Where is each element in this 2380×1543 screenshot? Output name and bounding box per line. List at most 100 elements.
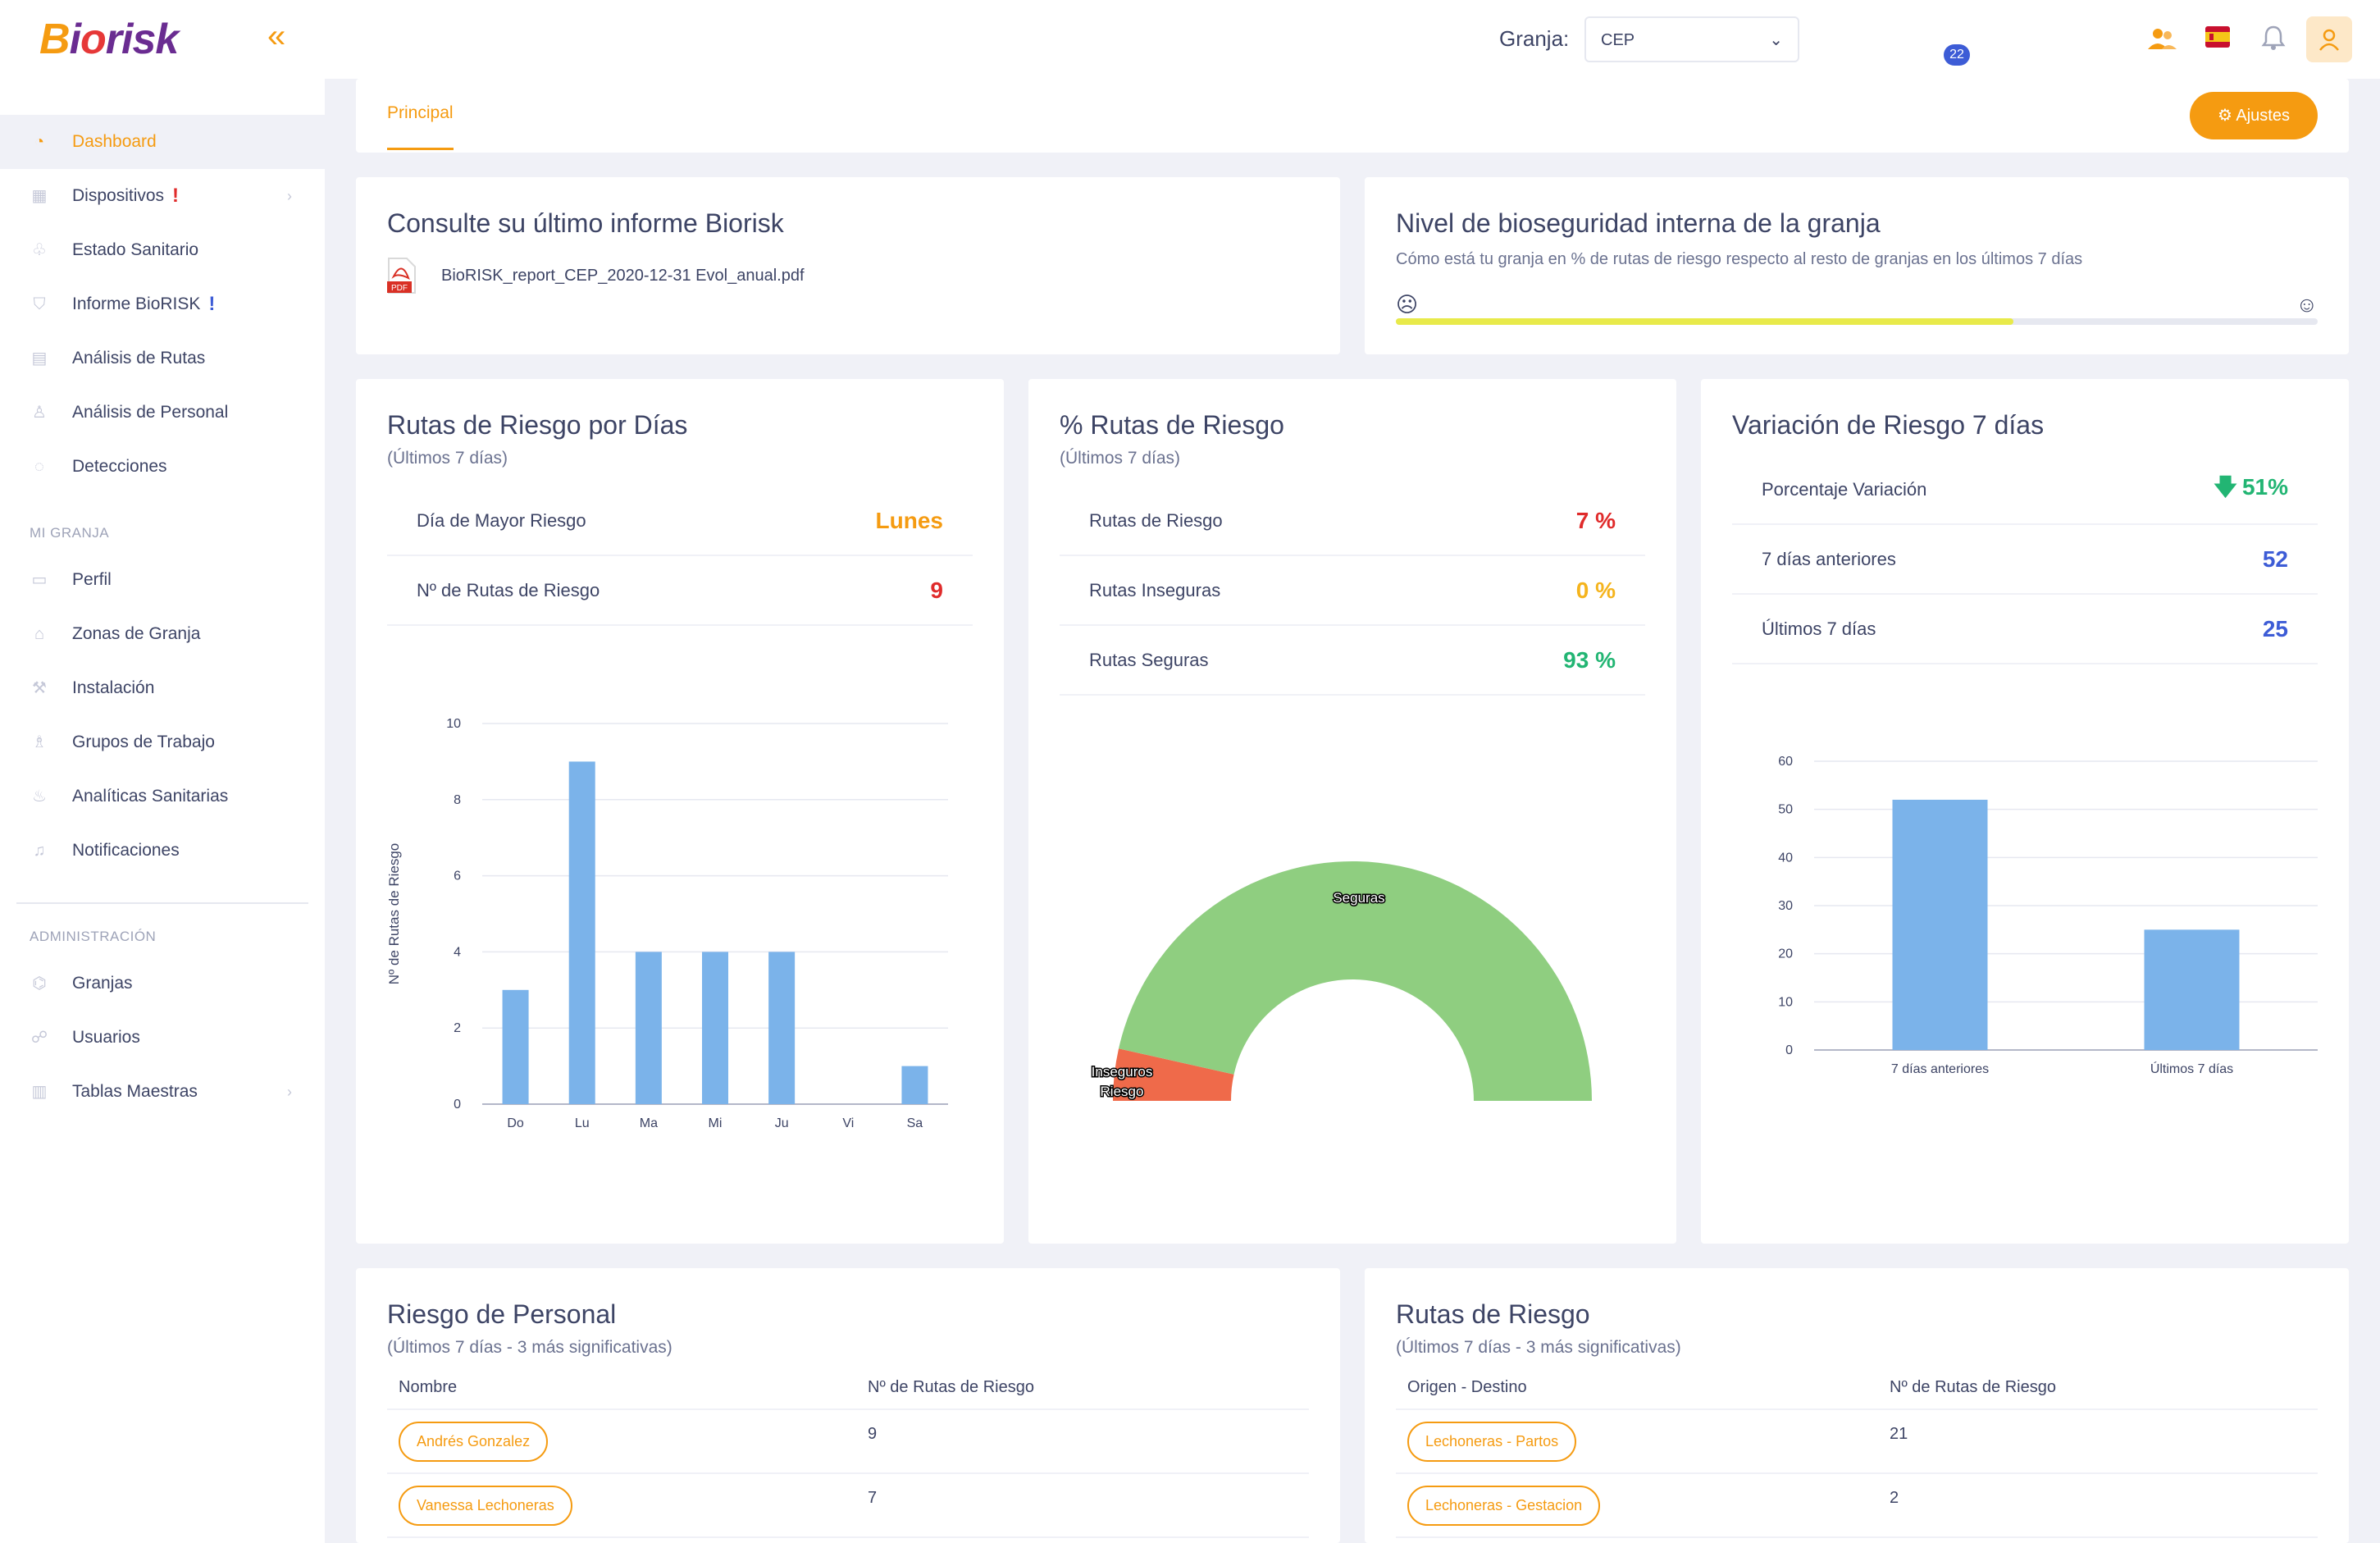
sidebar-item-análisis-de-rutas[interactable]: ▤ Análisis de Rutas <box>0 331 325 386</box>
variacion-stat-row: Porcentaje Variación 🡇 51% <box>1732 455 2318 525</box>
pct-rutas-stat-value: 0 % <box>1576 577 1616 604</box>
bell-icon: ♫ <box>33 842 46 860</box>
report-file-name: BioRISK_report_CEP_2020-12-31 Evol_anual… <box>441 266 805 285</box>
report-card: Consulte su último informe Biorisk PDF B… <box>356 177 1340 354</box>
granja-select-value: CEP <box>1601 31 1635 49</box>
y-tick-label: 10 <box>1778 995 1793 1009</box>
y-tick-label: 8 <box>454 793 461 807</box>
alert-icon: ! <box>172 185 180 207</box>
bar <box>502 989 529 1104</box>
sidebar-item-label: Notificaciones <box>72 841 180 860</box>
table-row: Lechoneras - Partos 21 <box>1396 1410 2318 1474</box>
personal-name-pill[interactable]: Andrés Gonzalez <box>399 1421 549 1462</box>
bar <box>1892 799 1988 1050</box>
sidebar-item-detecciones[interactable]: ◌ Detecciones <box>0 440 325 494</box>
bar <box>768 952 796 1104</box>
ruta-name-pill[interactable]: Lechoneras - Partos <box>1407 1421 1577 1462</box>
sidebar-item-estado-sanitario[interactable]: ♧ Estado Sanitario <box>0 223 325 277</box>
sidebar-item-label: Analíticas Sanitarias <box>72 787 229 806</box>
bell-icon[interactable] <box>2257 23 2290 56</box>
y-tick-label: 20 <box>1778 947 1793 961</box>
slice-label: Riesgo <box>1101 1084 1144 1099</box>
table-icon: ▥ <box>31 1083 48 1101</box>
personal-table-header: Nombre Nº de Rutas de Riesgo <box>387 1366 1309 1410</box>
rutas-dias-stat-value: Lunes <box>876 508 943 534</box>
health-icon: ♧ <box>32 241 47 259</box>
rutas-dias-card: Rutas de Riesgo por Días (Últimos 7 días… <box>356 379 1004 1244</box>
sidebar-item-label: Zonas de Granja <box>72 624 201 643</box>
y-tick-label: 50 <box>1778 803 1793 817</box>
pct-rutas-stat-row: Rutas Inseguras 0 % <box>1060 556 1645 626</box>
sidebar-item-label: Grupos de Trabajo <box>72 733 215 751</box>
rutas-dias-stat-row: Nº de Rutas de Riesgo 9 <box>387 556 973 626</box>
sidebar-item-análisis-de-personal[interactable]: ♙ Análisis de Personal <box>0 386 325 440</box>
pct-rutas-title: % Rutas de Riesgo <box>1060 410 1284 440</box>
granja-label: Granja: <box>1499 26 1570 51</box>
personal-name-pill[interactable]: Vanessa Lechoneras <box>399 1485 572 1526</box>
y-tick-label: 30 <box>1778 899 1793 913</box>
sidebar-item-tablas-maestras[interactable]: ▥ Tablas Maestras › <box>0 1065 325 1119</box>
sidebar-item-instalación[interactable]: ⚒ Instalación <box>0 661 325 715</box>
biosecurity-title: Nivel de bioseguridad interna de la gran… <box>1396 208 1881 238</box>
biosecurity-card: Nivel de bioseguridad interna de la gran… <box>1365 177 2349 354</box>
pct-rutas-stat-value-text: 7 % <box>1575 507 1616 533</box>
sidebar-item-usuarios[interactable]: ☍ Usuarios <box>0 1011 325 1065</box>
granja-select[interactable]: CEP ⌄ <box>1584 16 1799 62</box>
sidebar-item-label: Análisis de Rutas <box>72 349 206 367</box>
sidebar-item-grupos-de-trabajo[interactable]: ♗ Grupos de Trabajo <box>0 715 325 769</box>
x-tick-label: Ju <box>775 1116 789 1130</box>
sidebar-item-granjas[interactable]: ⌬ Granjas <box>0 956 325 1011</box>
sidebar-item-analíticas-sanitarias[interactable]: ♨ Analíticas Sanitarias <box>0 769 325 824</box>
pct-rutas-stat-value-text: 93 % <box>1563 646 1616 673</box>
dashboard-icon: ◔ <box>34 133 45 151</box>
users-icon[interactable] <box>2145 23 2178 56</box>
people-icon: ♙ <box>32 404 47 422</box>
sidebar-item-informe-biorisk[interactable]: ⛉ Informe BioRISK! <box>0 277 325 331</box>
report-file-link[interactable]: PDF BioRISK_report_CEP_2020-12-31 Evol_a… <box>387 257 1309 294</box>
notifications-badge: 22 <box>1944 44 1970 66</box>
happy-face-icon: ☺ <box>2296 292 2318 317</box>
pct-rutas-card: % Rutas de Riesgo (Últimos 7 días) Rutas… <box>1028 379 1676 1244</box>
chevron-right-icon: › <box>287 1083 292 1100</box>
pct-rutas-stat-label: Rutas Seguras <box>1089 649 1209 670</box>
report-title: Consulte su último informe Biorisk <box>387 208 784 238</box>
gear-icon: ⚙ <box>2218 107 2232 125</box>
sidebar-item-dispositivos[interactable]: ▦ Dispositivos! › <box>0 169 325 223</box>
sidebar-item-zonas-de-granja[interactable]: ⌂ Zonas de Granja <box>0 607 325 661</box>
wrench-icon: ⚒ <box>32 679 47 697</box>
user-avatar-button[interactable] <box>2306 16 2352 62</box>
ruta-name-pill[interactable]: Lechoneras - Gestacion <box>1407 1485 1601 1526</box>
pdf-badge-label: PDF <box>391 284 408 293</box>
column-header: Nº de Rutas de Riesgo <box>868 1377 1034 1396</box>
table-cell: Lechoneras - Partos <box>1396 1421 1890 1462</box>
y-tick-label: 2 <box>454 1021 461 1035</box>
table-cell: Vanessa Lechoneras <box>387 1485 868 1526</box>
personal-card: Riesgo de Personal (Últimos 7 días - 3 m… <box>356 1268 1340 1543</box>
slice-label: Seguras <box>1333 890 1384 906</box>
variacion-stat-label: 7 días anteriores <box>1762 548 1896 569</box>
variacion-stat-label: Porcentaje Variación <box>1762 478 1927 500</box>
collapse-sidebar-icon[interactable]: « <box>267 18 286 54</box>
variacion-stat-row: Últimos 7 días 25 <box>1732 595 2318 664</box>
biosecurity-subtitle: Cómo está tu granja en % de rutas de rie… <box>1396 250 2083 268</box>
rutas-dias-title: Rutas de Riesgo por Días <box>387 410 688 440</box>
spain-flag-icon[interactable] <box>2201 23 2234 56</box>
bar <box>2144 929 2240 1050</box>
y-tick-label: 60 <box>1778 755 1793 769</box>
sidebar-item-label: Usuarios <box>72 1028 140 1047</box>
ajustes-button[interactable]: ⚙ Ajustes <box>2190 92 2318 139</box>
rutas-dias-stat-value-text: 9 <box>930 577 943 603</box>
section-mi-granja: MI GRANJA <box>30 525 110 541</box>
sidebar-item-label: Análisis de Personal <box>72 403 229 422</box>
rutas-subtitle: (Últimos 7 días - 3 más significativas) <box>1396 1338 1681 1357</box>
biorisk-logo[interactable]: Biorisk <box>39 16 179 63</box>
sidebar-item-perfil[interactable]: ▭ Perfil <box>0 553 325 607</box>
sidebar-item-notificaciones[interactable]: ♫ Notificaciones <box>0 824 325 878</box>
tab-principal[interactable]: Principal <box>387 103 454 150</box>
variacion-bar-chart: 0 10 20 30 40 50 60 7 días anteriores Últimos 7 … <box>1778 755 2318 1076</box>
variacion-title: Variación de Riesgo 7 días <box>1732 410 2045 440</box>
variacion-stat-value: 🡇 51% <box>2214 470 2288 509</box>
pie-slice <box>1119 861 1592 1101</box>
variacion-card: Variación de Riesgo 7 días Porcentaje Va… <box>1701 379 2349 1244</box>
sidebar-item-dashboard[interactable]: ◔ Dashboard <box>0 115 325 169</box>
